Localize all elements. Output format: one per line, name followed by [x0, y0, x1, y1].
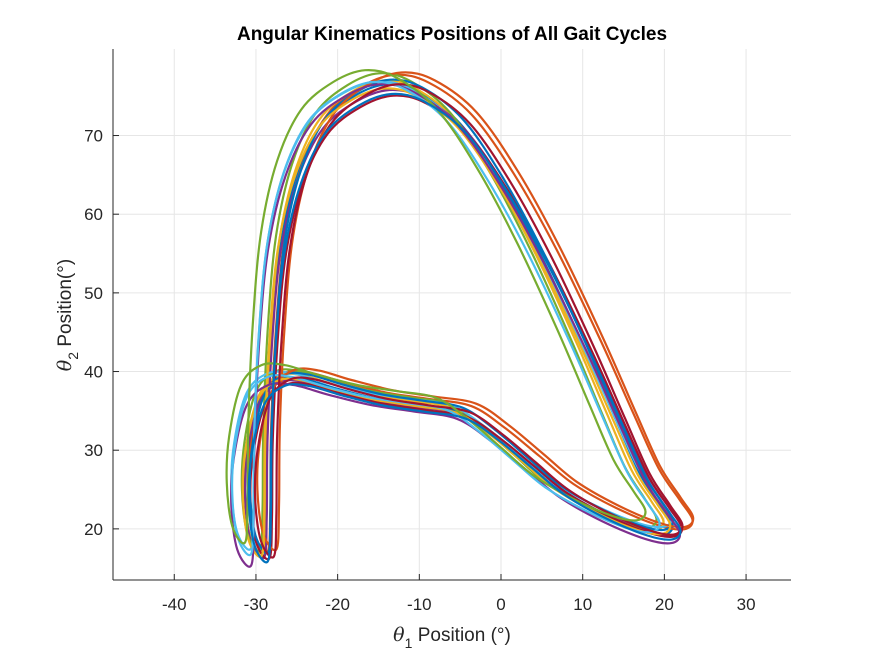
x-axis-label-subscript: 1	[405, 635, 413, 651]
x-tick-label: 20	[655, 595, 674, 614]
y-tick-label: 30	[84, 441, 103, 460]
gait-cycle-line-15	[247, 92, 682, 564]
y-tick-label: 20	[84, 520, 103, 539]
y-tick-label: 70	[84, 127, 103, 146]
x-tick-label: -10	[407, 595, 432, 614]
gait-cycle-line-12	[230, 80, 661, 557]
x-tick-label: 0	[496, 595, 505, 614]
y-axis-label-subscript: 2	[65, 352, 81, 360]
axes	[112, 49, 791, 581]
y-axis-label-symbol: θ	[54, 359, 76, 371]
x-axis-label-text: Position (°)	[412, 625, 510, 646]
y-axis-label-text: Position(°)	[55, 259, 76, 352]
x-tick-label: -30	[244, 595, 269, 614]
chart-title: Angular Kinematics Positions of All Gait…	[237, 24, 667, 45]
series-group	[225, 69, 695, 568]
y-tick-label: 60	[84, 205, 103, 224]
grid-lines	[113, 49, 791, 580]
y-tick-label: 40	[84, 363, 103, 382]
plot-area: -40 -30 -20 -10 0 10 20 30 20 30 40 50 60 70	[84, 49, 791, 614]
x-tick-label: 30	[737, 595, 756, 614]
y-ticks: 20 30 40 50 60 70	[84, 127, 119, 539]
x-tick-label: 10	[573, 595, 592, 614]
x-tick-label: -20	[325, 595, 350, 614]
x-axis-label: θ1 Position (°)	[393, 624, 511, 651]
x-ticks: -40 -30 -20 -10 0 10 20 30	[162, 574, 756, 614]
y-tick-label: 50	[84, 284, 103, 303]
x-axis-label-symbol: θ	[393, 624, 405, 646]
x-tick-label: -40	[162, 595, 187, 614]
y-axis-label: θ2 Position(°)	[54, 259, 81, 371]
gait-cycle-line-14	[225, 69, 647, 545]
gait-cycle-line-13	[253, 83, 684, 559]
